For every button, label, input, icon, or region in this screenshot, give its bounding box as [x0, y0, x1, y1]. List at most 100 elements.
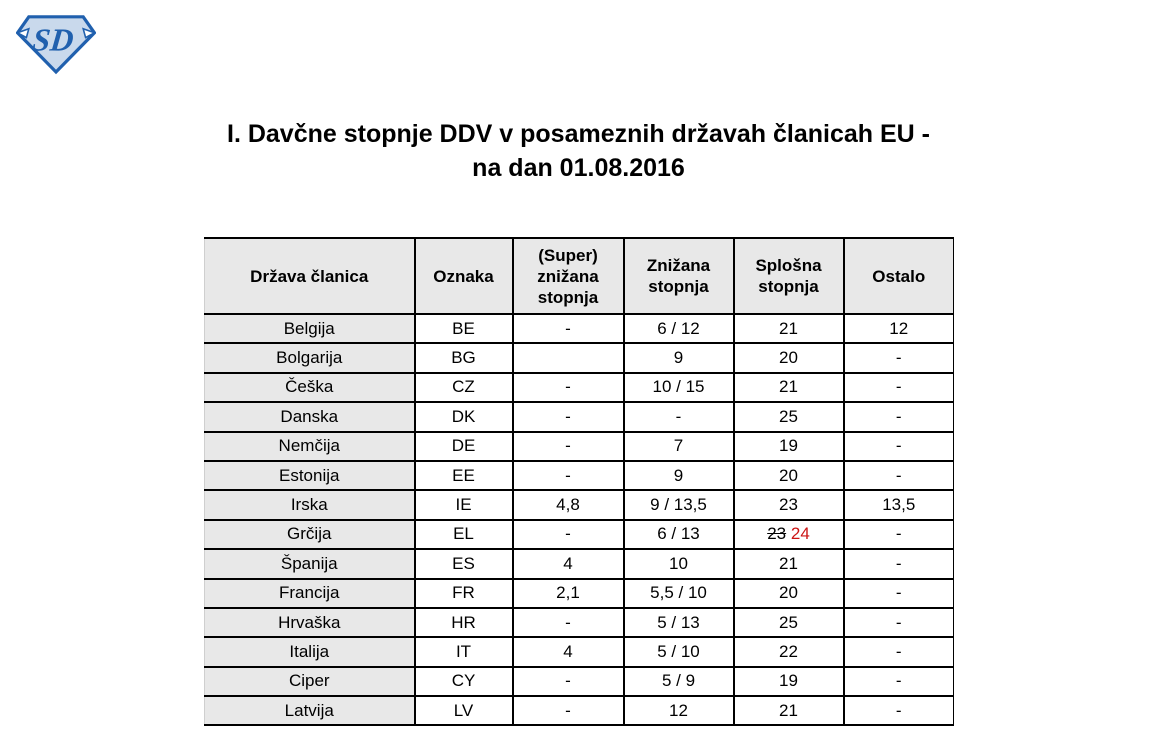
- cell-reduced-rate: 5 / 13: [622, 606, 735, 639]
- cell-code: DE: [413, 430, 514, 462]
- table-row: Estonija EE -9 20-: [204, 459, 954, 492]
- cell-super-reduced-rate: -: [511, 606, 625, 639]
- cell-other: -: [842, 636, 954, 668]
- cell-super-reduced-rate: [511, 342, 625, 374]
- table-header-row: Država članica Oznaka (Super) znižana st…: [204, 237, 954, 315]
- cell-country: Španija: [204, 548, 416, 580]
- cell-super-reduced-rate: -: [511, 695, 625, 727]
- cell-country: Danska: [204, 401, 416, 433]
- cell-country: Češka: [204, 371, 416, 404]
- cell-reduced-rate: 9: [622, 342, 735, 374]
- cell-other: -: [842, 371, 954, 404]
- cell-super-reduced-rate: -: [511, 430, 625, 462]
- cell-country: Hrvaška: [204, 606, 416, 639]
- cell-other: -: [842, 695, 954, 727]
- logo-left-notch: [16, 27, 30, 39]
- logo-right-notch: [82, 27, 96, 39]
- cell-other: -: [842, 548, 954, 580]
- cell-standard-rate: 20: [732, 459, 845, 492]
- cell-code: CZ: [413, 371, 514, 404]
- cell-super-reduced-rate: -: [511, 312, 625, 345]
- header-standard: Splošna stopnja: [732, 237, 845, 315]
- cell-code: IT: [413, 636, 514, 668]
- cell-code: HR: [413, 606, 514, 639]
- table-row: Grčija EL -6 / 13 23 24-: [204, 518, 954, 551]
- cell-reduced-rate: 6 / 13: [622, 518, 735, 551]
- cell-country: Irska: [204, 489, 416, 521]
- cell-other: -: [842, 459, 954, 492]
- cell-other: -: [842, 606, 954, 639]
- table-row: Češka CZ -10 / 15 21-: [204, 371, 954, 404]
- cell-country: Ciper: [204, 665, 416, 698]
- cell-other: -: [842, 518, 954, 551]
- cell-reduced-rate: 7: [622, 430, 735, 462]
- cell-code: LV: [413, 695, 514, 727]
- logo-shield-shape: [16, 15, 96, 75]
- cell-other: -: [842, 577, 954, 609]
- cell-code: BE: [413, 312, 514, 345]
- cell-code: DK: [413, 401, 514, 433]
- cell-other: -: [842, 401, 954, 433]
- cell-standard-rate: 19: [732, 430, 845, 462]
- cell-reduced-rate: 10: [622, 548, 735, 580]
- cell-super-reduced-rate: 4: [511, 548, 625, 580]
- cell-reduced-rate: 5,5 / 10: [622, 577, 735, 609]
- cell-standard-rate: 21: [732, 695, 845, 727]
- cell-super-reduced-rate: -: [511, 401, 625, 433]
- cell-reduced-rate: 9 / 13,5: [622, 489, 735, 521]
- cell-super-reduced-rate: -: [511, 459, 625, 492]
- vat-rates-table: Država članica Oznaka (Super) znižana st…: [204, 237, 954, 727]
- cell-other: -: [842, 430, 954, 462]
- cell-code: EE: [413, 459, 514, 492]
- cell-standard-rate: 23: [732, 489, 845, 521]
- cell-country: Francija: [204, 577, 416, 609]
- table-row: Danska DK - -25-: [204, 401, 954, 433]
- cell-reduced-rate: 10 / 15: [622, 371, 735, 404]
- table-row: Bolgarija BG 9 20-: [204, 342, 954, 374]
- table-row: Hrvaška HR -5 / 13 25-: [204, 606, 954, 639]
- table-row: Nemčija DE -7 19-: [204, 430, 954, 462]
- table-body: Belgija BE -6 / 12 21 12 Bolgarija BG 9 20- Češka…: [204, 312, 954, 727]
- cell-standard-rate: 20: [732, 577, 845, 609]
- old-rate-strikethrough: 23: [767, 524, 787, 544]
- header-country: Država članica: [204, 237, 416, 315]
- header-super-reduced: (Super) znižana stopnja: [511, 237, 625, 315]
- cell-country: Grčija: [204, 518, 416, 551]
- cell-code: IE: [413, 489, 514, 521]
- table-row: Italija IT 4 5 / 10 22-: [204, 636, 954, 668]
- table-row: Španija ES 4 10 21-: [204, 548, 954, 580]
- cell-country: Estonija: [204, 459, 416, 492]
- page-title: I. Davčne stopnje DDV v posameznih držav…: [0, 117, 1157, 185]
- cell-code: EL: [413, 518, 514, 551]
- cell-code: FR: [413, 577, 514, 609]
- cell-standard-rate: 21: [732, 548, 845, 580]
- cell-country: Belgija: [204, 312, 416, 345]
- table-header: Država članica Oznaka (Super) znižana st…: [204, 237, 954, 315]
- cell-super-reduced-rate: -: [511, 665, 625, 698]
- cell-other: -: [842, 342, 954, 374]
- sd-diamond-logo: SD: [16, 15, 96, 75]
- page-title-line2: na dan 01.08.2016: [472, 154, 685, 182]
- cell-country: Latvija: [204, 695, 416, 727]
- cell-standard-rate: 19: [732, 665, 845, 698]
- table-row: Latvija LV -12 21-: [204, 695, 954, 727]
- cell-standard-rate: 22: [732, 636, 845, 668]
- cell-standard-rate: 20: [732, 342, 845, 374]
- header-other: Ostalo: [842, 237, 954, 315]
- table-row: Francija FR 2,1 5,5 / 10 20-: [204, 577, 954, 609]
- cell-reduced-rate: 6 / 12: [622, 312, 735, 345]
- cell-standard-rate: 21: [732, 371, 845, 404]
- cell-standard-rate: 25: [732, 606, 845, 639]
- cell-code: ES: [413, 548, 514, 580]
- cell-super-reduced-rate: -: [511, 371, 625, 404]
- cell-standard-rate: 21: [732, 312, 845, 345]
- cell-reduced-rate: 5 / 10: [622, 636, 735, 668]
- table-row: Belgija BE -6 / 12 21 12: [204, 312, 954, 345]
- cell-super-reduced-rate: 4: [511, 636, 625, 668]
- cell-super-reduced-rate: 2,1: [511, 577, 625, 609]
- cell-reduced-rate: 9: [622, 459, 735, 492]
- new-rate-highlight: 24: [790, 524, 810, 544]
- cell-standard-rate: 25: [732, 401, 845, 433]
- table-row: Irska IE 4,8 9 / 13,5 23 13,5: [204, 489, 954, 521]
